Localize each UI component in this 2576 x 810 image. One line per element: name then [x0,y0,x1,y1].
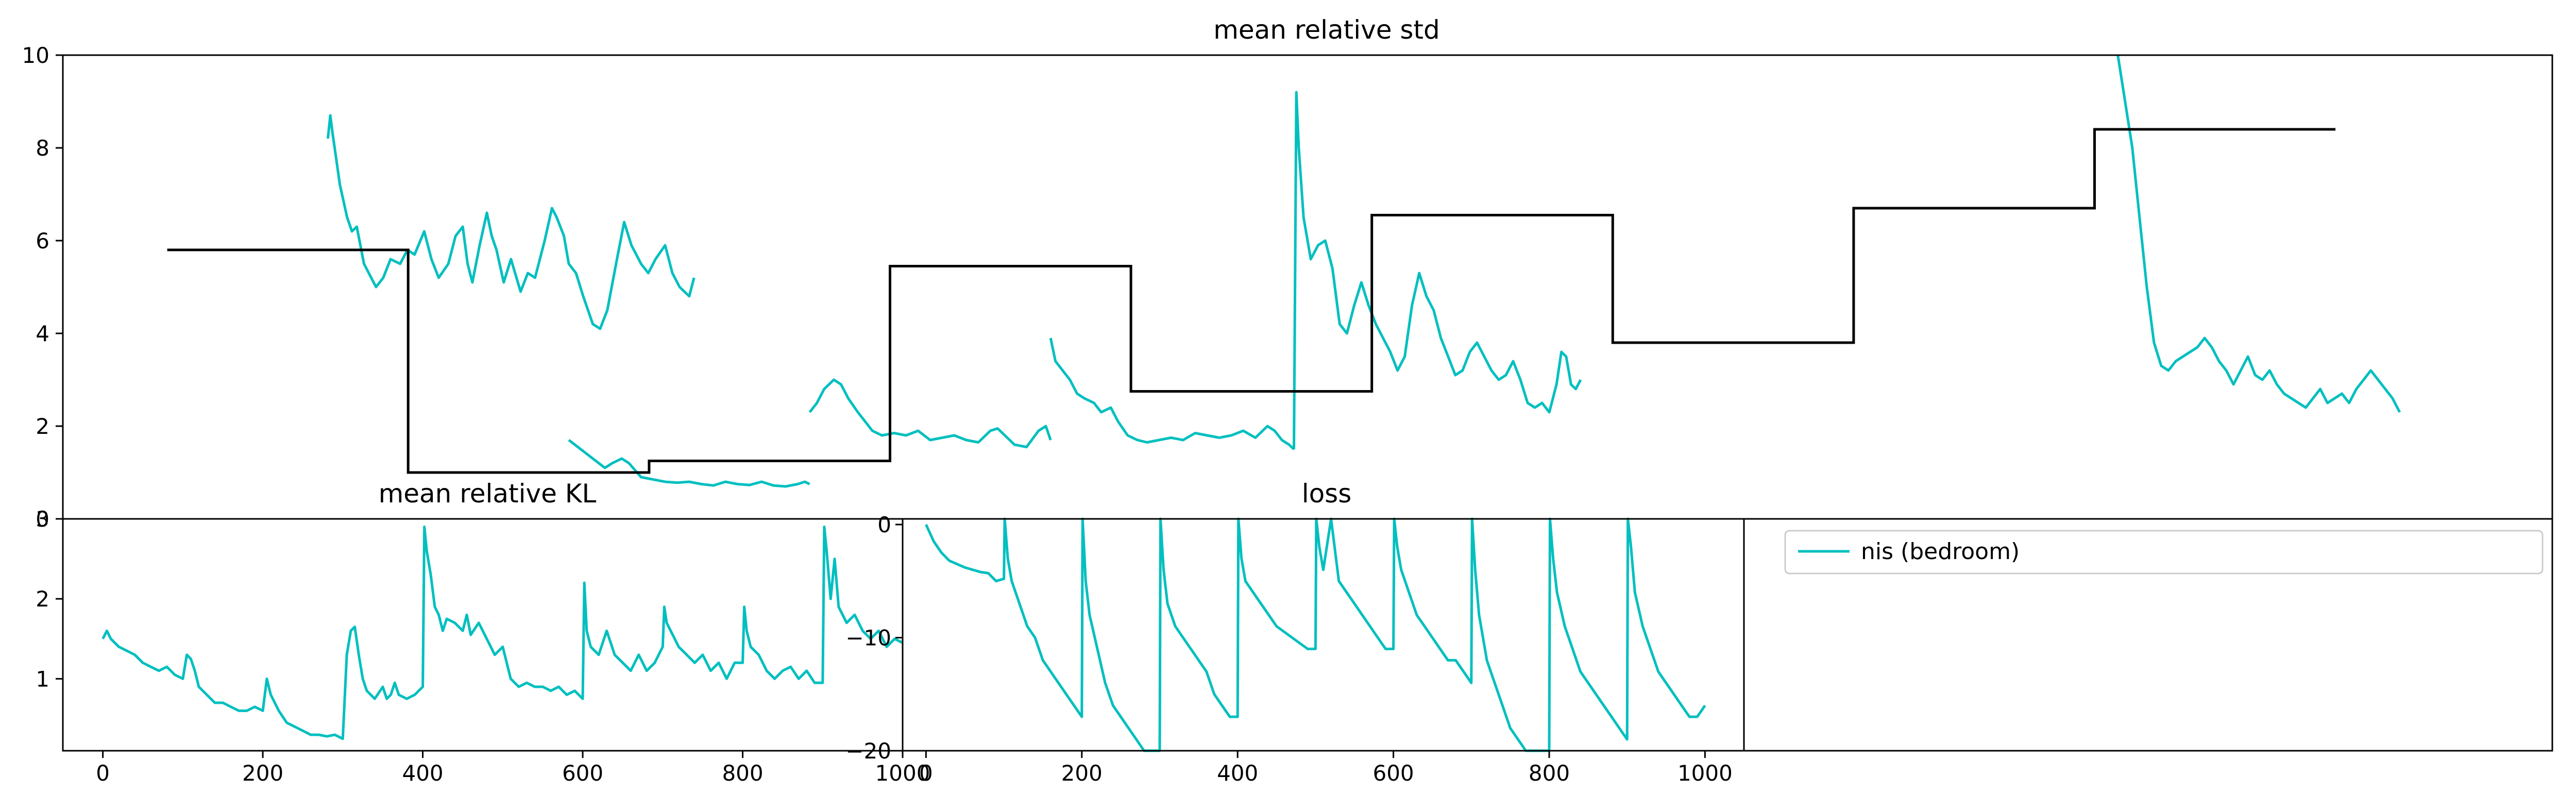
kl-xtick-label-800: 800 [722,761,763,786]
panel-legend: nis (bedroom) [1743,518,2553,752]
kl-series-line [101,526,904,740]
std-ytick-label-6: 6 [36,228,49,254]
panel-loss: loss 0 −10 −20 0 200 400 600 800 1000 [845,479,1745,786]
kl-x-axis: 0 200 400 600 800 1000 [96,751,930,786]
panel-mean-relative-std: mean relative std 0 2 4 6 8 10 [22,15,2553,532]
legend-box [1784,530,2544,575]
std-series-segment-2 [808,378,1052,448]
std-series-segment-1 [568,439,810,488]
std-series-segment-3 [1049,338,1295,450]
std-ytick-label-8: 8 [36,136,49,161]
loss-plot-area [925,517,1706,752]
loss-xtick-label-800: 800 [1529,761,1570,786]
kl-y-axis: 1 2 3 [36,507,63,691]
std-series-segment-5 [2116,55,2401,413]
std-step-line [167,128,2336,474]
kl-ytick-label-2: 2 [36,586,49,612]
legend-label: nis (bedroom) [1861,538,2020,565]
loss-ytick-label-2: −20 [845,738,891,764]
loss-ytick-label-1: −10 [845,625,891,650]
std-frame [62,54,2553,520]
kl-xtick-label-600: 600 [562,761,603,786]
std-plot-area [167,55,2401,488]
kl-frame [62,518,904,752]
loss-series-line [925,517,1706,752]
kl-xtick-label-200: 200 [242,761,283,786]
chart-title-loss: loss [1302,479,1352,509]
loss-xtick-label-1000: 1000 [1677,761,1733,786]
loss-ytick-label-0: 0 [877,512,891,537]
legend-panel-frame [1743,518,2553,752]
kl-ytick-label-1: 1 [36,666,49,691]
loss-xtick-label-200: 200 [1061,761,1103,786]
loss-frame [902,518,1745,752]
loss-xtick-label-400: 400 [1217,761,1258,786]
std-ytick-label-2: 2 [36,414,49,439]
kl-ytick-label-3: 3 [36,507,49,532]
kl-xtick-label-1000: 1000 [875,761,930,786]
chart-title-std: mean relative std [1213,15,1440,45]
loss-y-axis: 0 −10 −20 [845,512,903,764]
chart-title-kl: mean relative KL [379,479,597,509]
std-ytick-label-0: 0 [36,507,49,532]
std-series-segment-4 [1293,91,1582,450]
std-series-segment-0 [326,114,696,330]
loss-xtick-label-0: 0 [919,761,933,786]
std-ytick-label-4: 4 [36,321,49,346]
kl-plot-area [101,526,904,740]
kl-xtick-label-400: 400 [402,761,443,786]
std-y-axis: 0 2 4 6 8 10 [22,43,63,532]
loss-x-axis: 0 200 400 600 800 1000 [919,751,1733,786]
std-ytick-label-10: 10 [22,43,49,68]
panel-mean-relative-kl: mean relative KL 1 2 3 0 200 400 600 800 1000 [36,479,930,786]
kl-xtick-label-0: 0 [96,761,110,786]
loss-xtick-label-600: 600 [1372,761,1414,786]
